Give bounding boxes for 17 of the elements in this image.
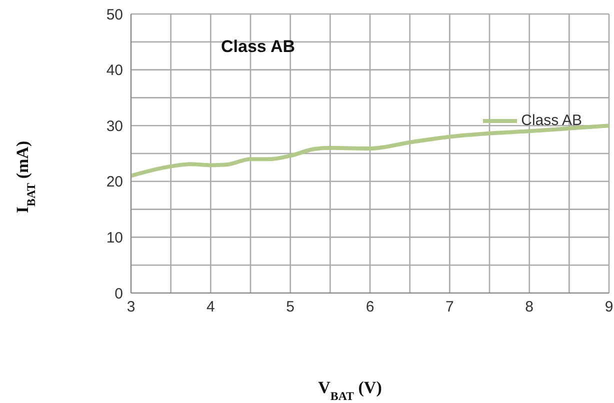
x-axis-title: V$_{BAT}$ (V): [318, 378, 382, 403]
text: Class AB: [221, 37, 296, 56]
x-tick-label: 5: [286, 298, 295, 316]
y-tick-label: 30: [106, 118, 123, 135]
legend-label: Class AB: [521, 112, 582, 129]
x-tick-label: 7: [445, 298, 454, 316]
y-tick-label: 10: [106, 230, 123, 247]
x-tick-label: 8: [525, 298, 534, 316]
x-tick-label: 3: [126, 298, 136, 316]
x-tick-label: 4: [206, 298, 215, 316]
x-tick-label: 6: [366, 298, 374, 316]
y-tick-label: 40: [106, 62, 123, 80]
y-tick-label: 20: [106, 174, 123, 191]
line-series: [131, 124, 609, 178]
x-tick-label: 9: [604, 298, 614, 316]
y-tick-label: 0: [114, 285, 123, 302]
y-tick-label: 50: [106, 6, 123, 24]
